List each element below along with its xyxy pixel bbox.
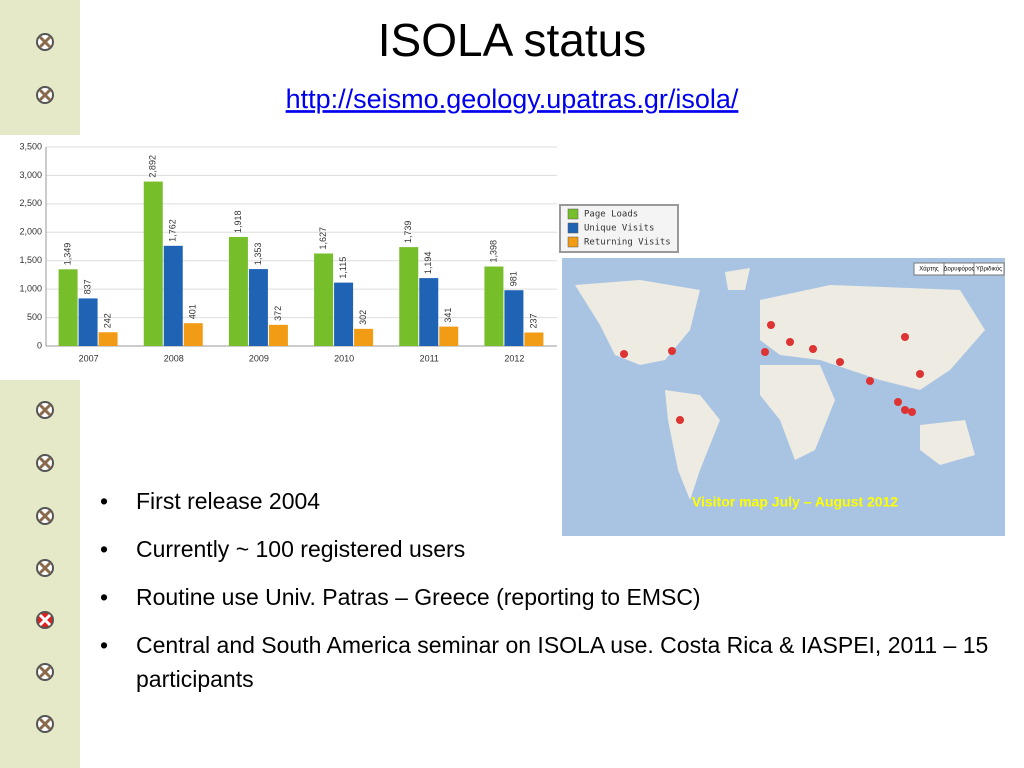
slide-title: ISOLA status <box>378 14 646 66</box>
bullet: Routine use Univ. Patras – Greece (repor… <box>100 580 1010 614</box>
legend-label: Unique Visits <box>584 224 654 234</box>
land <box>760 285 985 390</box>
x-tick-label: 2011 <box>420 353 439 363</box>
y-tick-label: 500 <box>27 312 42 322</box>
ornament <box>38 403 52 417</box>
bar <box>183 323 203 346</box>
ornament <box>38 456 52 470</box>
bar-chart: 0 500 1,000 1,500 2,000 2,500 3,000 3,500 2007 1,… <box>19 141 679 363</box>
data-label: 837 <box>82 279 92 294</box>
ornament <box>38 613 52 627</box>
land <box>760 365 835 460</box>
bar <box>163 245 183 346</box>
land <box>575 280 700 365</box>
map-button-label: Χάρτης <box>919 266 939 273</box>
data-label: 1,627 <box>318 227 328 250</box>
data-label: 2,892 <box>148 155 158 178</box>
data-label: 341 <box>443 308 453 323</box>
ornament <box>38 509 52 523</box>
x-tick-label: 2007 <box>79 353 99 363</box>
legend-swatch <box>567 208 579 220</box>
x-tick-label: 2010 <box>334 353 354 363</box>
data-label: 1,349 <box>62 243 72 266</box>
data-label: 1,918 <box>233 210 243 233</box>
legend-label: Returning Visits <box>584 238 671 248</box>
bar <box>504 290 524 346</box>
data-label: 981 <box>508 271 518 286</box>
x-tick-label: 2009 <box>249 353 269 363</box>
legend-label: Page Loads <box>584 210 638 220</box>
ornament <box>38 35 52 49</box>
y-tick-label: 0 <box>37 340 42 350</box>
y-tick-label: 1,500 <box>19 255 42 265</box>
map-button[interactable] <box>973 262 1005 276</box>
bar <box>419 278 439 346</box>
ornament <box>38 717 52 731</box>
bar <box>314 253 334 346</box>
x-tick-label: 2012 <box>504 353 524 363</box>
data-label: 1,353 <box>253 243 263 266</box>
bar <box>439 326 459 346</box>
map-button-label: Δορυφόρος <box>944 266 975 273</box>
side-strip <box>0 0 80 135</box>
y-tick-label: 1,000 <box>19 284 42 294</box>
y-tick-label: 3,500 <box>19 141 42 151</box>
data-label: 1,762 <box>168 219 178 242</box>
link[interactable]: http://seismo.geology.upatras.gr/isola/ <box>286 84 739 114</box>
bar <box>78 298 98 346</box>
y-tick-label: 3,000 <box>19 170 42 180</box>
data-label: 1,194 <box>423 252 433 275</box>
bar <box>268 324 288 346</box>
bullet-list: First release 2004 Currently ~ 100 regis… <box>100 484 1010 710</box>
data-label: 401 <box>188 304 198 319</box>
bar <box>98 332 118 346</box>
data-label: 242 <box>102 313 112 328</box>
y-tick-label: 2,000 <box>19 227 42 237</box>
ornament <box>38 88 52 102</box>
data-label: 237 <box>528 313 538 328</box>
x-tick-label: 2008 <box>164 353 184 363</box>
data-label: 1,115 <box>338 257 348 279</box>
bar <box>334 282 354 346</box>
land <box>920 420 975 465</box>
bullet: Central and South America seminar on ISO… <box>100 628 1010 696</box>
land <box>725 268 750 290</box>
data-label: 372 <box>273 306 283 321</box>
bar <box>354 328 374 346</box>
ornament <box>38 561 52 575</box>
y-tick-label: 2,500 <box>19 198 42 208</box>
bar <box>524 332 544 346</box>
data-label: 1,398 <box>488 240 498 263</box>
legend-box <box>559 204 679 253</box>
bar <box>399 247 419 346</box>
map-pins <box>620 321 924 424</box>
data-label: 302 <box>358 310 368 325</box>
data-label: 1,739 <box>403 221 413 244</box>
legend-swatch <box>567 236 579 248</box>
ornament <box>38 665 52 679</box>
bar <box>228 236 248 346</box>
bar <box>484 266 504 346</box>
bar <box>248 269 268 346</box>
map-button-label: Υβριδικός <box>976 266 1002 273</box>
legend-swatch <box>567 222 579 234</box>
bullet: Currently ~ 100 registered users <box>100 532 1010 566</box>
bar <box>143 181 163 346</box>
bar <box>58 269 78 346</box>
bullet: First release 2004 <box>100 484 1010 518</box>
